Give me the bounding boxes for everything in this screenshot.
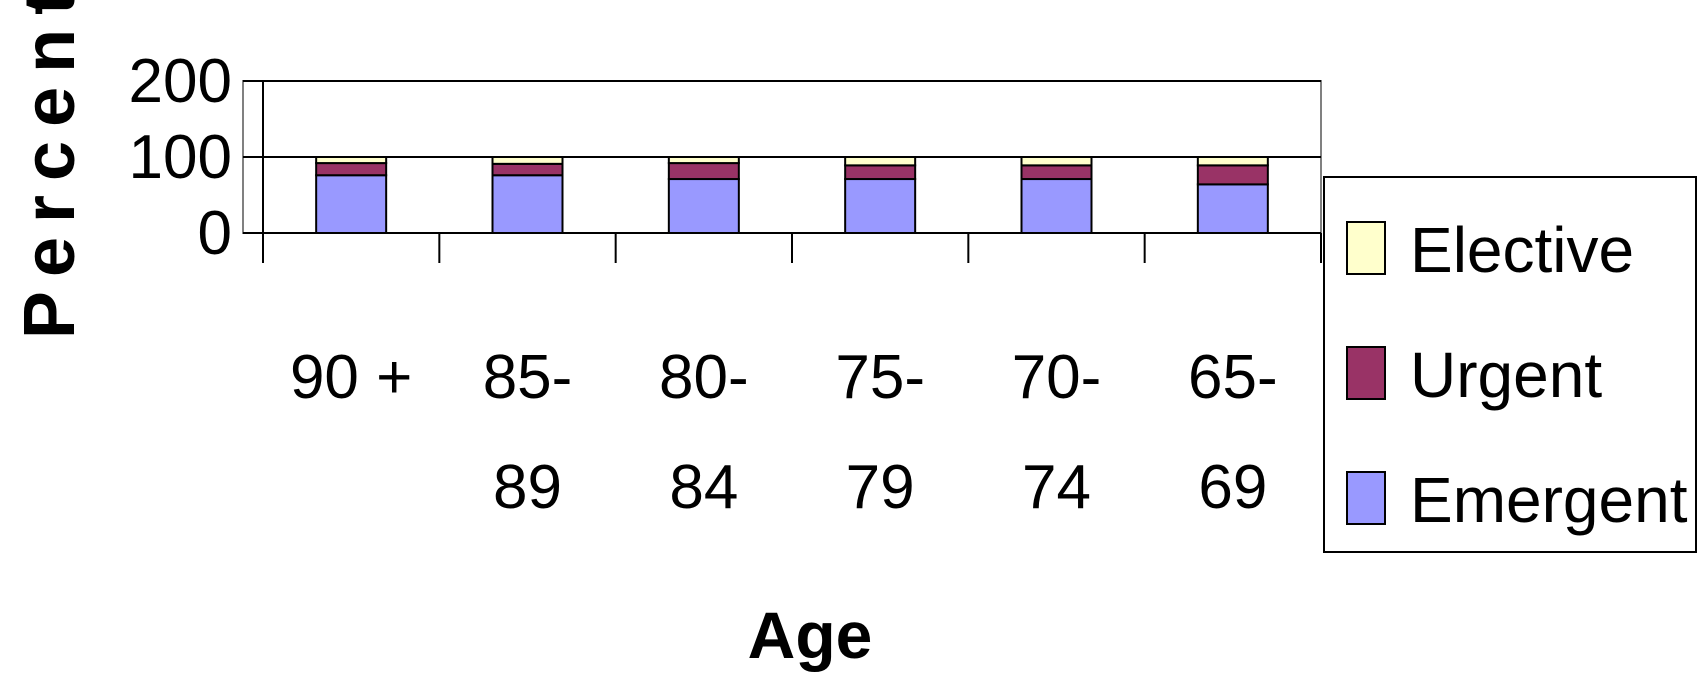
y-tick-label: 200 bbox=[129, 47, 232, 116]
y-tick-label: 0 bbox=[198, 199, 232, 268]
x-tick-label: 75- bbox=[835, 343, 925, 412]
bar-segment-urgent bbox=[491, 162, 564, 177]
bar-segment-emergent bbox=[667, 178, 740, 234]
bar-segment-emergent bbox=[1196, 183, 1269, 234]
x-tick-labels: 90 + 85- 89 80- 84 75- 79 70- 74 65- 69 bbox=[290, 343, 1278, 522]
legend-label-urgent: Urgent bbox=[1410, 339, 1602, 411]
legend-label-elective: Elective bbox=[1410, 214, 1634, 286]
x-tick-label: 70- bbox=[1012, 343, 1102, 412]
x-tick-label: 80- bbox=[659, 343, 749, 412]
bar-segment-emergent bbox=[491, 174, 564, 235]
bar-segment-urgent bbox=[667, 162, 740, 181]
x-tick-label: 79 bbox=[846, 453, 915, 522]
x-tick-label: 65- bbox=[1188, 343, 1278, 412]
bar-segment-urgent bbox=[315, 162, 388, 177]
bar-segment-elective bbox=[667, 156, 740, 165]
bar-segment-elective bbox=[491, 156, 564, 165]
legend-swatch-elective bbox=[1346, 221, 1386, 275]
bar-segment-emergent bbox=[1020, 178, 1093, 234]
x-tick-label: 85- bbox=[483, 343, 573, 412]
bar-segment-urgent bbox=[1020, 164, 1093, 181]
bar-segment-elective bbox=[844, 156, 917, 167]
legend-label-emergent: Emergent bbox=[1410, 464, 1688, 536]
bar-segment-elective bbox=[1020, 156, 1093, 167]
y-tick-labels: 0 100 200 bbox=[129, 47, 263, 268]
y-axis-title: Percent bbox=[10, 0, 90, 339]
x-tick-label: 74 bbox=[1022, 453, 1091, 522]
bar-segment-elective bbox=[315, 156, 388, 165]
x-tick-label: 84 bbox=[669, 453, 738, 522]
bar-segment-elective bbox=[1196, 156, 1269, 167]
x-tick-label: 69 bbox=[1198, 453, 1267, 522]
legend-swatch-urgent bbox=[1346, 346, 1386, 400]
legend-swatch-emergent bbox=[1346, 471, 1386, 525]
bar-segment-emergent bbox=[315, 174, 388, 235]
bar-segment-urgent bbox=[844, 164, 917, 181]
x-axis-title: Age bbox=[748, 598, 873, 672]
bar-segment-emergent bbox=[844, 178, 917, 234]
x-tick-label: 90 + bbox=[290, 343, 412, 412]
legend: Elective Urgent Emergent bbox=[1323, 176, 1697, 553]
bar-segment-urgent bbox=[1196, 164, 1269, 186]
y-tick-label: 100 bbox=[129, 123, 232, 192]
bars bbox=[315, 156, 1269, 235]
x-tick-label: 89 bbox=[493, 453, 562, 522]
